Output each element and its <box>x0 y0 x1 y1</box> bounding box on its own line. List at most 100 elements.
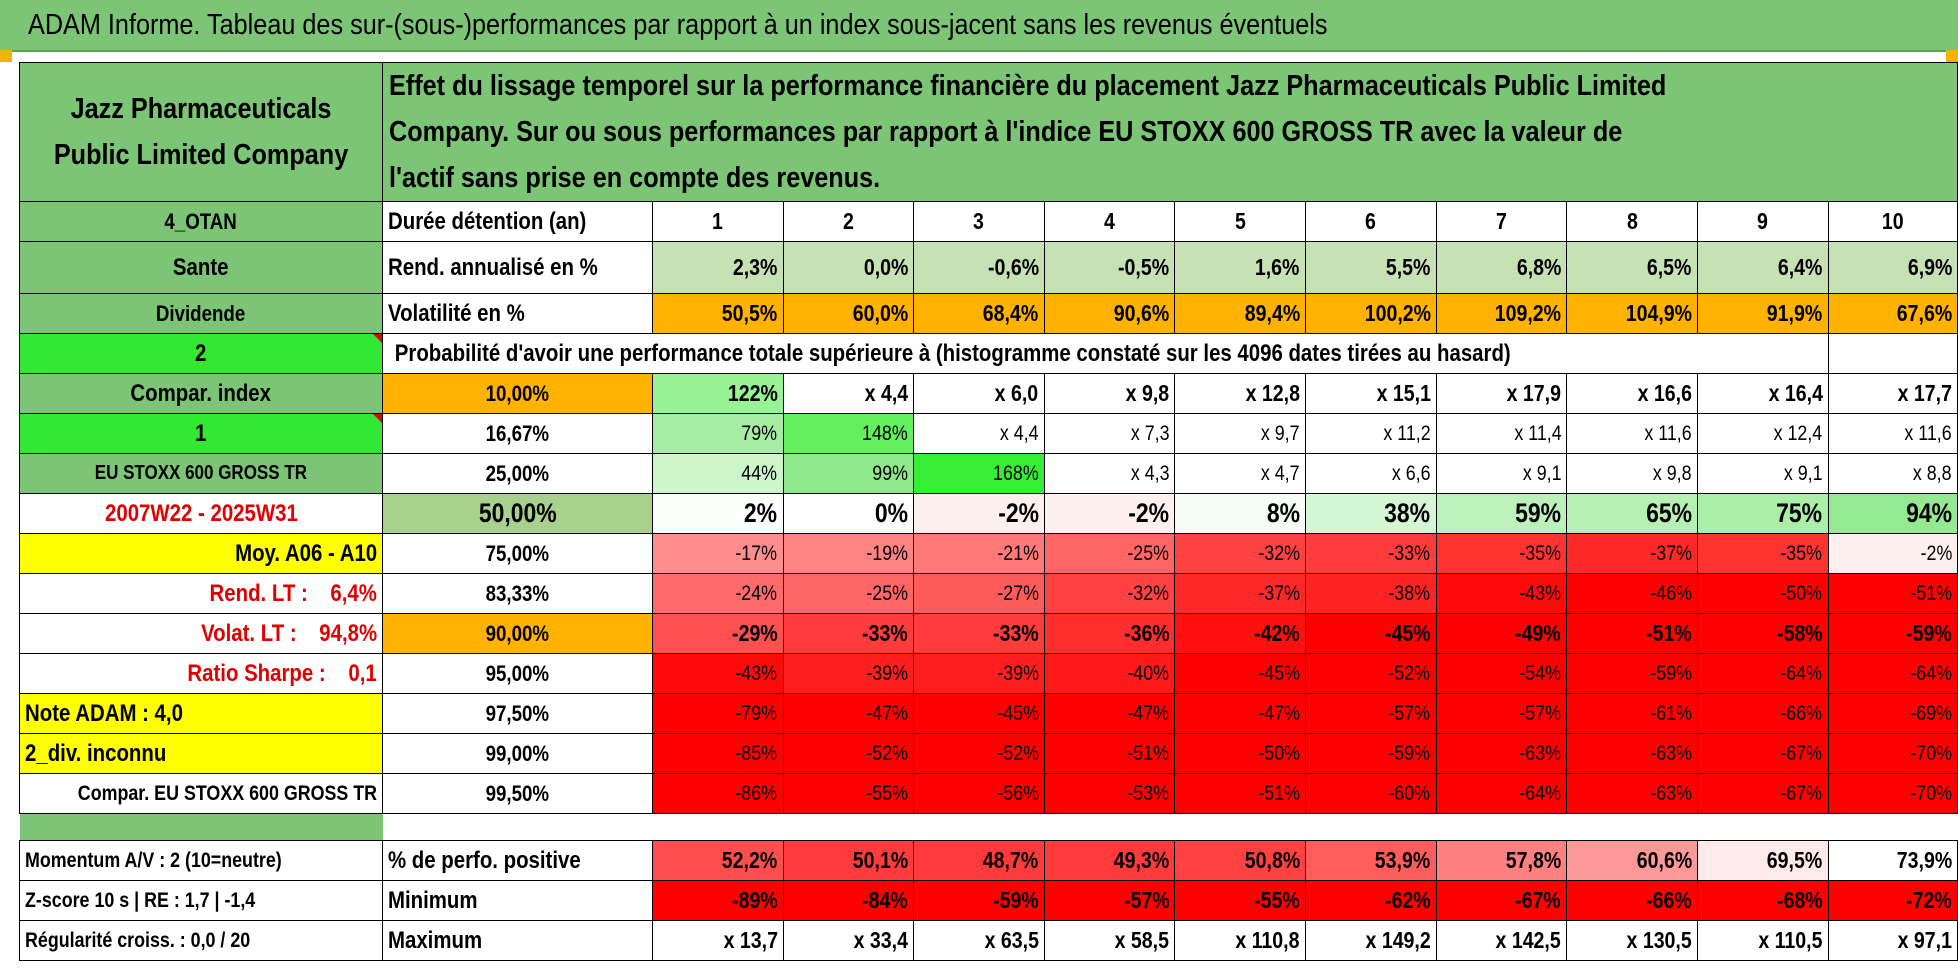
value-text: 69,5% <box>1767 847 1823 873</box>
value-cell: -52% <box>782 733 915 774</box>
value-cell: -27% <box>913 573 1045 614</box>
value-cell: 6,4% <box>1696 241 1829 294</box>
value-text: x 63,5 <box>984 927 1039 953</box>
table-row: Rend. LT : 6,4% 83,33% -24% -25% -27% -32% -37… <box>18 573 1958 614</box>
value-text: 6,4% <box>1777 254 1823 280</box>
value-cell: 7 <box>1435 201 1568 242</box>
value-text: 2% <box>744 498 778 528</box>
value-cell: x 97,1 <box>1827 920 1958 961</box>
value-text: 94% <box>1906 498 1952 528</box>
value-text: -67% <box>1515 887 1562 913</box>
value-text: 168% <box>992 461 1039 485</box>
value-cell: 2 <box>782 201 915 242</box>
value-cell: 91,9% <box>1696 293 1829 334</box>
value-cell: -0,6% <box>913 241 1045 294</box>
value-cell: -57% <box>1304 693 1437 734</box>
spacer-cell <box>652 813 1958 841</box>
value-cell: -45% <box>913 693 1045 734</box>
value-cell: 8% <box>1174 493 1306 534</box>
table-description-text: Effet du lissage temporel sur la perform… <box>389 70 1667 194</box>
row-label-text: 1 <box>195 419 207 447</box>
row-label: 2 <box>18 333 384 374</box>
value-cell: x 142,5 <box>1435 920 1568 961</box>
value-text: -37% <box>1650 541 1692 565</box>
row-metric: 16,67% <box>382 413 653 454</box>
value-text: -39% <box>866 661 909 685</box>
value-text: 49,3% <box>1113 847 1170 873</box>
value-text: x 9,7 <box>1261 421 1300 445</box>
value-cell: -51% <box>1174 773 1306 814</box>
value-cell: -39% <box>913 653 1045 694</box>
value-cell: 6,5% <box>1566 241 1698 294</box>
value-cell: -67% <box>1696 733 1829 774</box>
value-cell: -47% <box>1043 693 1176 734</box>
value-text: 0% <box>874 498 909 528</box>
value-cell: 90,6% <box>1043 293 1176 334</box>
row-metric: Maximum <box>382 920 653 961</box>
table-row: Volat. LT : 94,8% 90,00% -29% -33% -33% -36% -… <box>18 613 1958 654</box>
value-text: -50% <box>1780 581 1823 605</box>
value-cell: 168% <box>913 453 1045 494</box>
value-cell: -67% <box>1435 880 1568 921</box>
row-label: Moy. A06 - A10 <box>18 533 384 574</box>
value-cell: 73,9% <box>1827 840 1958 881</box>
value-text: -51% <box>1127 741 1170 765</box>
value-text: x 11,2 <box>1383 421 1431 445</box>
value-text: 44% <box>741 461 778 485</box>
value-text: 104,9% <box>1625 300 1692 326</box>
value-cell: -70% <box>1827 773 1958 814</box>
value-cell: -55% <box>782 773 915 814</box>
value-text: x 13,7 <box>723 927 778 953</box>
row-metric: Rend. annualisé en % <box>382 241 653 294</box>
row-label: Z-score 10 s | RE : 1,7 | -1,4 <box>18 880 384 921</box>
row-label-text: Note ADAM : 4,0 <box>25 699 183 727</box>
value-cell: x 9,8 <box>1566 453 1698 494</box>
row-metric: 99,50% <box>382 773 653 814</box>
value-text: -47% <box>866 701 909 725</box>
value-cell: -45% <box>1304 613 1437 654</box>
value-text: -59% <box>1650 661 1692 685</box>
value-text: -57% <box>1519 701 1562 725</box>
value-cell: 60,6% <box>1566 840 1698 881</box>
value-text: 2,3% <box>732 254 778 280</box>
row-label-text: 2007W22 - 2025W31 <box>104 499 298 527</box>
row-metric: Minimum <box>382 880 653 921</box>
value-cell: -89% <box>651 880 784 921</box>
table-row: Moy. A06 - A10 75,00% -17% -19% -21% -25% -32%… <box>18 533 1958 574</box>
value-cell: -51% <box>1827 573 1958 614</box>
value-text: x 4,4 <box>999 421 1039 445</box>
value-cell: 50,8% <box>1174 840 1306 881</box>
row-metric: 83,33% <box>382 573 653 614</box>
value-cell: 48,7% <box>913 840 1045 881</box>
value-text: -59% <box>1388 741 1431 765</box>
performance-table: Jazz Pharmaceuticals Public Limited Comp… <box>18 62 1958 961</box>
title-bar: ADAM Informe. Tableau des sur-(sous-)per… <box>0 0 1958 52</box>
value-text: -37% <box>1258 581 1300 605</box>
value-cell: -70% <box>1827 733 1958 774</box>
value-cell: -2% <box>913 493 1045 534</box>
table-row: 4_OTAN Durée détention (an) 1 2 3 4 5 6 7 8 9 10 <box>18 201 1958 242</box>
value-cell: x 12,8 <box>1174 373 1306 414</box>
row-metric: Durée détention (an) <box>382 201 653 242</box>
value-cell: -40% <box>1043 653 1176 694</box>
value-text: x 17,7 <box>1897 380 1952 406</box>
row-label: Momentum A/V : 2 (10=neutre) <box>18 840 384 881</box>
value-cell: 57,8% <box>1435 840 1568 881</box>
value-cell: -36% <box>1043 613 1176 654</box>
value-text: x 9,1 <box>1783 461 1823 485</box>
value-cell: 1 <box>651 201 784 242</box>
value-text: -63% <box>1650 741 1692 765</box>
probability-caption: Probabilité d'avoir une performance tota… <box>382 333 1829 374</box>
value-text: x 8,8 <box>1913 461 1952 485</box>
row-label: Régularité croiss. : 0,0 / 20 <box>18 920 384 961</box>
row-metric: Volatilité en % <box>382 293 653 334</box>
row-label: Sante <box>18 241 384 294</box>
table-row: Sante Rend. annualisé en % 2,3% 0,0% -0,6% -0… <box>18 241 1958 294</box>
value-cell: -59% <box>913 880 1045 921</box>
value-cell: -52% <box>913 733 1045 774</box>
value-cell: x 11,6 <box>1566 413 1698 454</box>
value-text: 3 <box>973 208 985 234</box>
row-label: Rend. LT : 6,4% <box>18 573 384 614</box>
value-text: -17% <box>735 541 778 565</box>
value-cell: 6 <box>1304 201 1437 242</box>
